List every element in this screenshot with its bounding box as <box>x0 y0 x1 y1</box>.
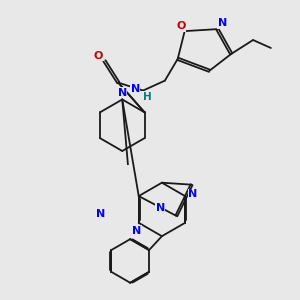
Text: N: N <box>188 189 198 199</box>
Text: O: O <box>94 51 103 61</box>
Text: N: N <box>218 18 227 28</box>
Text: N: N <box>118 88 127 98</box>
Text: H: H <box>143 92 152 101</box>
Text: N: N <box>132 226 141 236</box>
Text: O: O <box>176 21 185 31</box>
Text: N: N <box>156 203 165 213</box>
Text: N: N <box>130 84 140 94</box>
Text: N: N <box>96 209 106 219</box>
